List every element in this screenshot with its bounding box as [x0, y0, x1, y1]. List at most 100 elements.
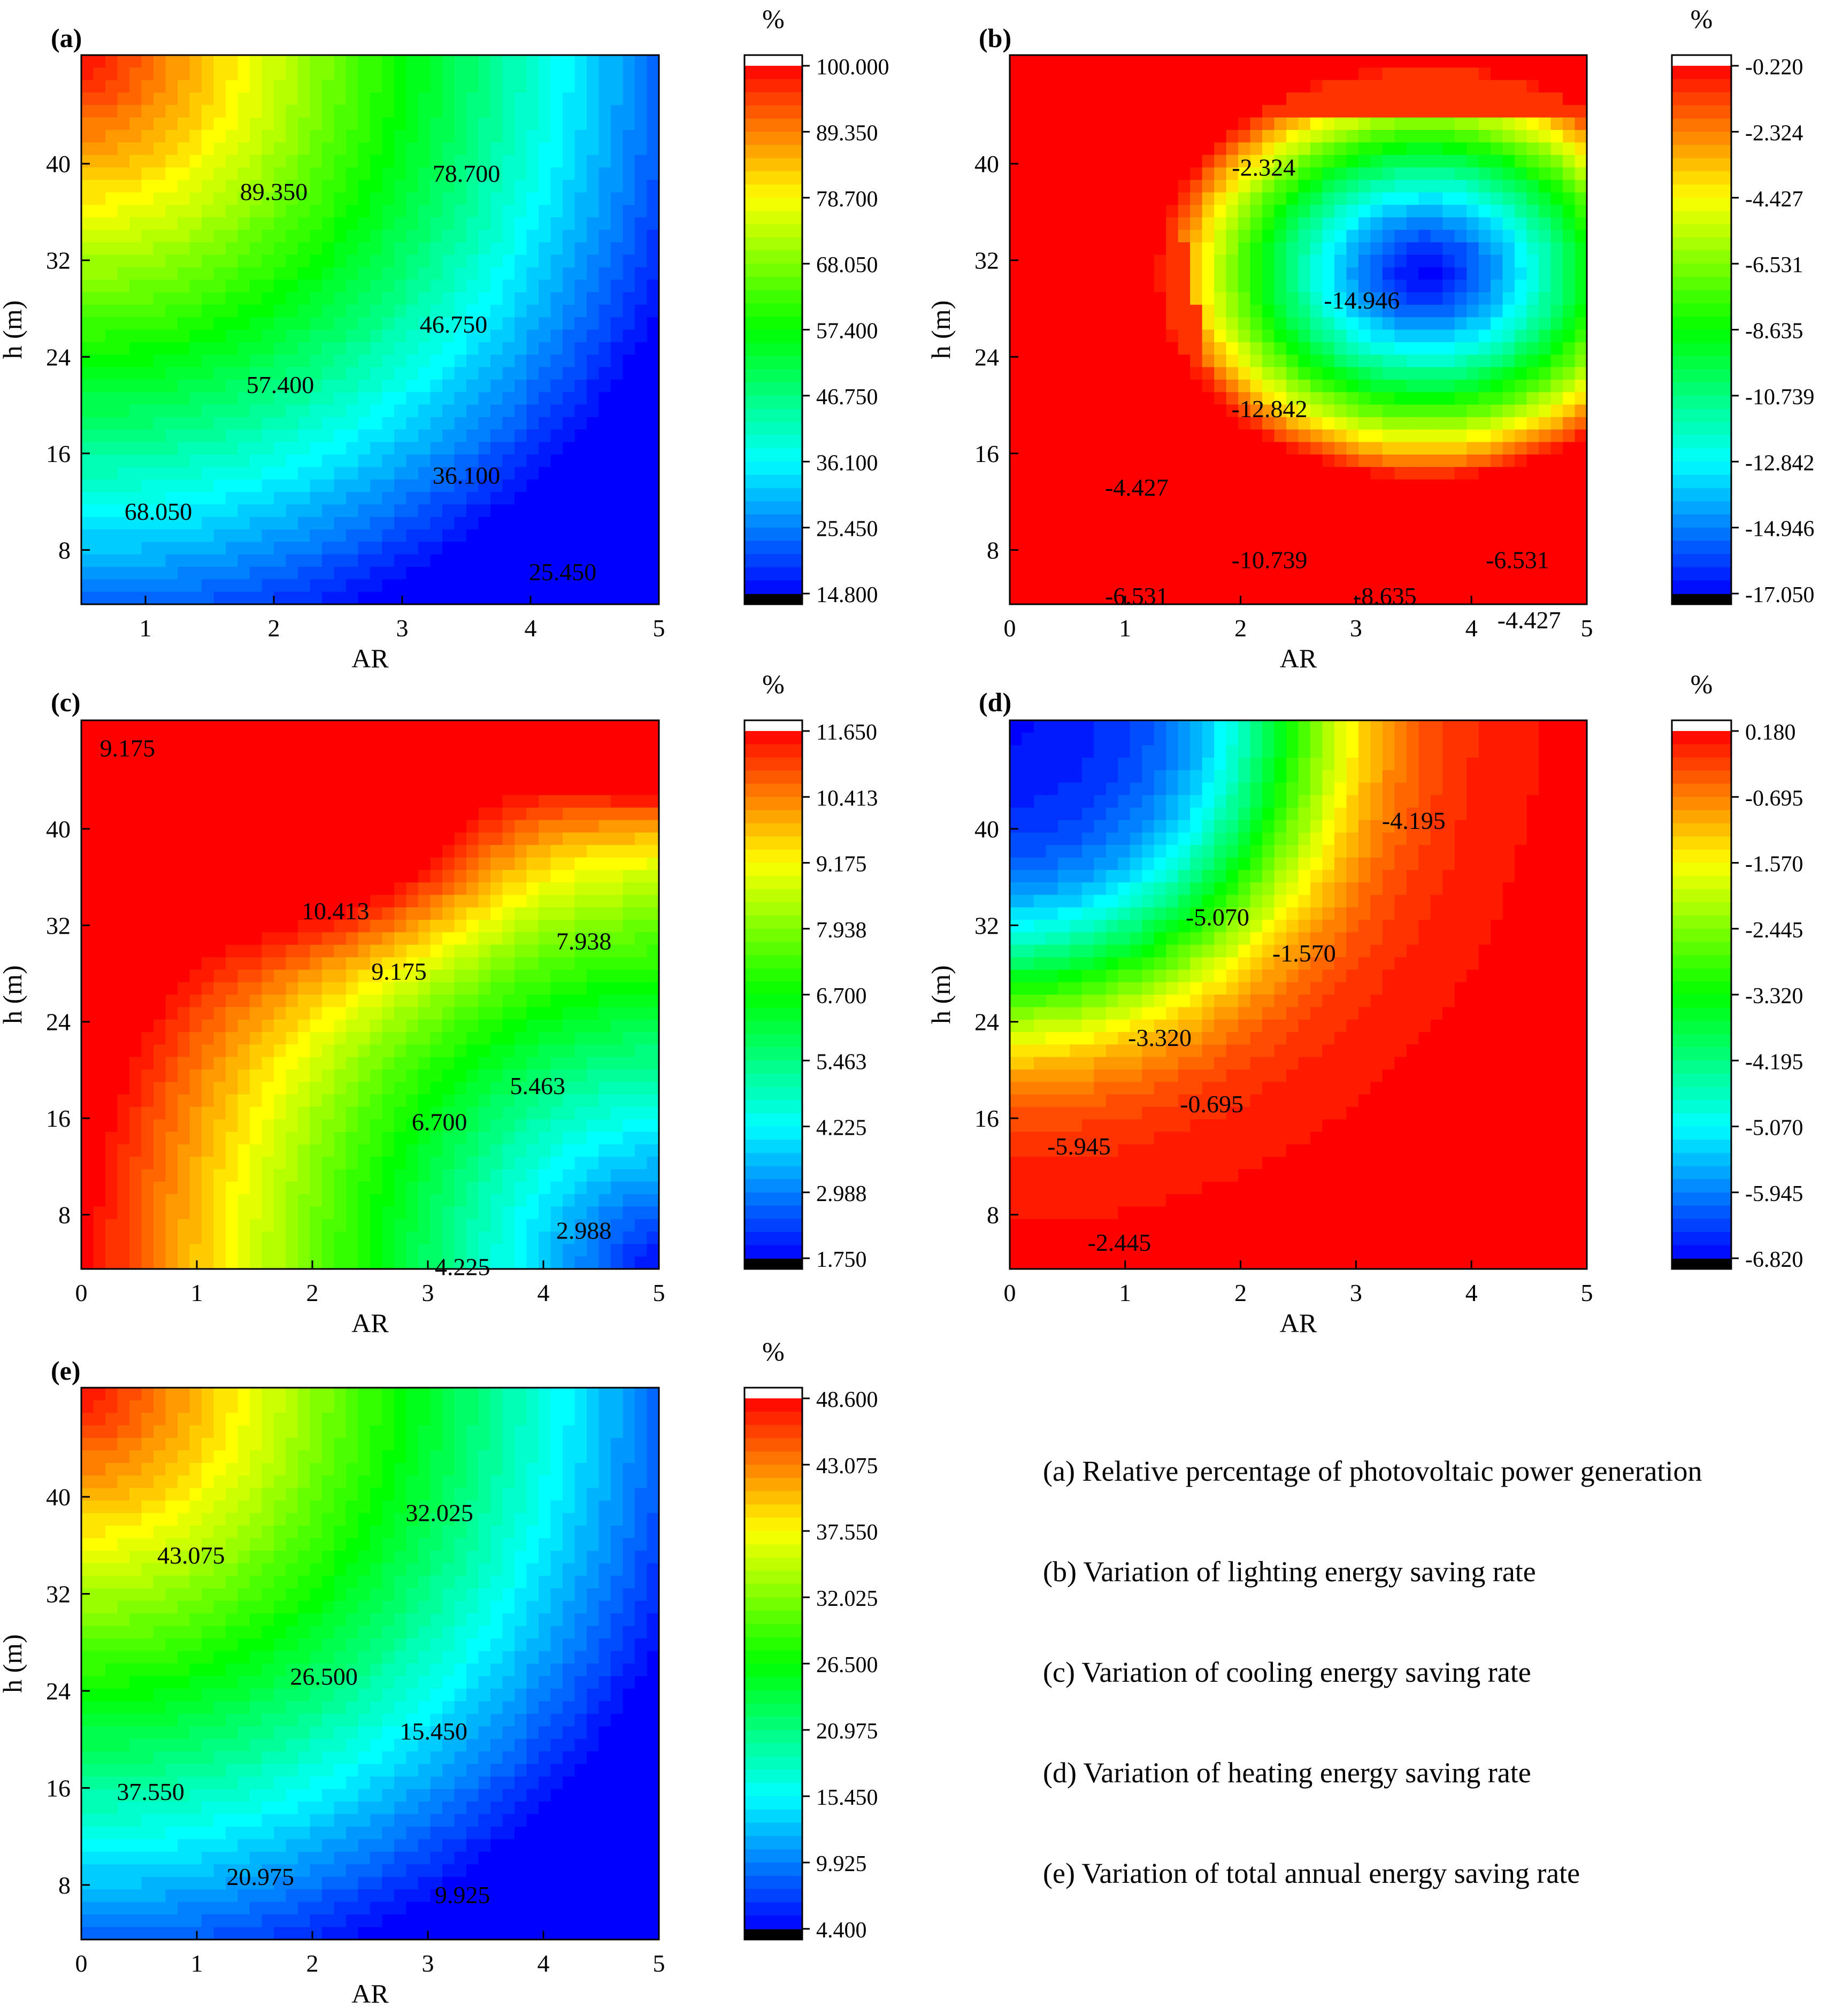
contour-cell: [478, 117, 491, 130]
contour-cell: [1081, 130, 1095, 143]
contour-cell: [1394, 429, 1407, 443]
contour-cell: [574, 155, 587, 168]
contour-cell: [117, 1206, 130, 1220]
colorbar-band: [744, 171, 802, 185]
contour-cell: [153, 895, 166, 908]
contour-cell: [1262, 542, 1275, 555]
contour-cell: [370, 479, 383, 493]
contour-cell: [1214, 392, 1227, 405]
contour-cell: [250, 479, 263, 493]
contour-cell: [165, 491, 178, 505]
contour-cell: [105, 579, 118, 593]
contour-cell: [1022, 504, 1034, 518]
contour-cell: [1274, 67, 1287, 81]
contour-cell: [1539, 242, 1552, 256]
contour-cell: [478, 379, 491, 393]
contour-cell: [129, 392, 142, 405]
contour-cell: [129, 1194, 142, 1207]
contour-cell: [1081, 93, 1095, 106]
contour-cell: [1346, 80, 1359, 93]
contour-cell: [406, 554, 419, 567]
contour-cell: [105, 317, 118, 330]
contour-cell: [382, 591, 395, 605]
contour-cell: [563, 105, 575, 118]
contour-cell: [1154, 105, 1167, 118]
contour-cell: [202, 944, 214, 958]
contour-cell: [1406, 217, 1419, 230]
contour-cell: [1178, 491, 1191, 505]
contour-cell: [81, 957, 94, 971]
contour-cell: [1334, 317, 1347, 330]
contour-cell: [105, 255, 118, 268]
contour-cell: [1563, 105, 1576, 118]
contour-cell: [1515, 454, 1527, 468]
contour-cell: [574, 55, 587, 68]
contour-cell: [1358, 105, 1371, 118]
contour-cell: [358, 566, 371, 580]
contour-cell: [623, 504, 635, 518]
contour-cell: [1563, 491, 1576, 505]
colorbar-tick-label: -0.220: [1745, 55, 1803, 80]
contour-cell: [1370, 67, 1383, 81]
contour-cell: [117, 757, 130, 771]
contour-cell: [550, 142, 563, 156]
contour-cell: [1442, 392, 1455, 405]
contour-cell: [1081, 529, 1095, 543]
contour-cell: [274, 579, 287, 593]
contour-cell: [153, 467, 166, 480]
contour-cell: [1286, 192, 1299, 205]
contour-cell: [1550, 167, 1563, 181]
contour-cell: [1046, 579, 1058, 593]
contour-cell: [202, 1094, 214, 1107]
contour-cell: [322, 504, 335, 518]
contour-cell: [1033, 404, 1047, 418]
contour-cell: [1334, 467, 1347, 480]
contour-cell: [574, 93, 587, 106]
contour-cell: [1130, 317, 1143, 330]
contour-cell: [442, 67, 455, 81]
contour-cell: [81, 1044, 94, 1058]
contour-cell: [1094, 255, 1107, 268]
contour-cell: [515, 591, 527, 605]
contour-cell: [1070, 542, 1082, 555]
contour-cell: [226, 504, 239, 518]
contour-cell: [611, 93, 624, 106]
contour-cell: [1310, 217, 1323, 230]
contour-cell: [117, 1181, 130, 1195]
contour-cell: [611, 130, 624, 143]
contour-cell: [539, 404, 551, 418]
contour-cell: [1178, 280, 1191, 293]
contour-cell: [81, 454, 94, 468]
contour-cell: [418, 229, 431, 243]
contour-cell: [322, 192, 335, 205]
contour-cell: [1166, 529, 1179, 543]
contour-cell: [153, 479, 166, 493]
contour-cell: [539, 192, 551, 205]
contour-cell: [478, 130, 491, 143]
contour-cell: [635, 130, 648, 143]
contour-cell: [1491, 55, 1503, 68]
contour-cell: [129, 566, 142, 580]
contour-cell: [1539, 192, 1552, 205]
contour-cell: [1070, 255, 1082, 268]
contour-cell: [1394, 255, 1407, 268]
contour-cell: [129, 404, 142, 418]
contour-cell: [153, 1057, 166, 1070]
colorbar-band: [744, 290, 802, 304]
contour-cell: [1478, 80, 1491, 93]
contour-cell: [213, 920, 226, 933]
contour-cell: [1130, 591, 1143, 605]
contour-cell: [587, 167, 600, 181]
contour-cell: [165, 180, 178, 193]
contour-cell: [1226, 229, 1239, 243]
contour-cell: [298, 55, 311, 68]
contour-cell: [1502, 467, 1515, 480]
contour-cell: [322, 304, 335, 318]
contour-cell: [1478, 429, 1491, 443]
contour-cell: [1022, 404, 1034, 418]
contour-cell: [1070, 280, 1082, 293]
contour-cell: [274, 429, 287, 443]
contour-cell: [1515, 280, 1527, 293]
contour-cell: [117, 1106, 130, 1120]
contour-cell: [370, 591, 383, 605]
